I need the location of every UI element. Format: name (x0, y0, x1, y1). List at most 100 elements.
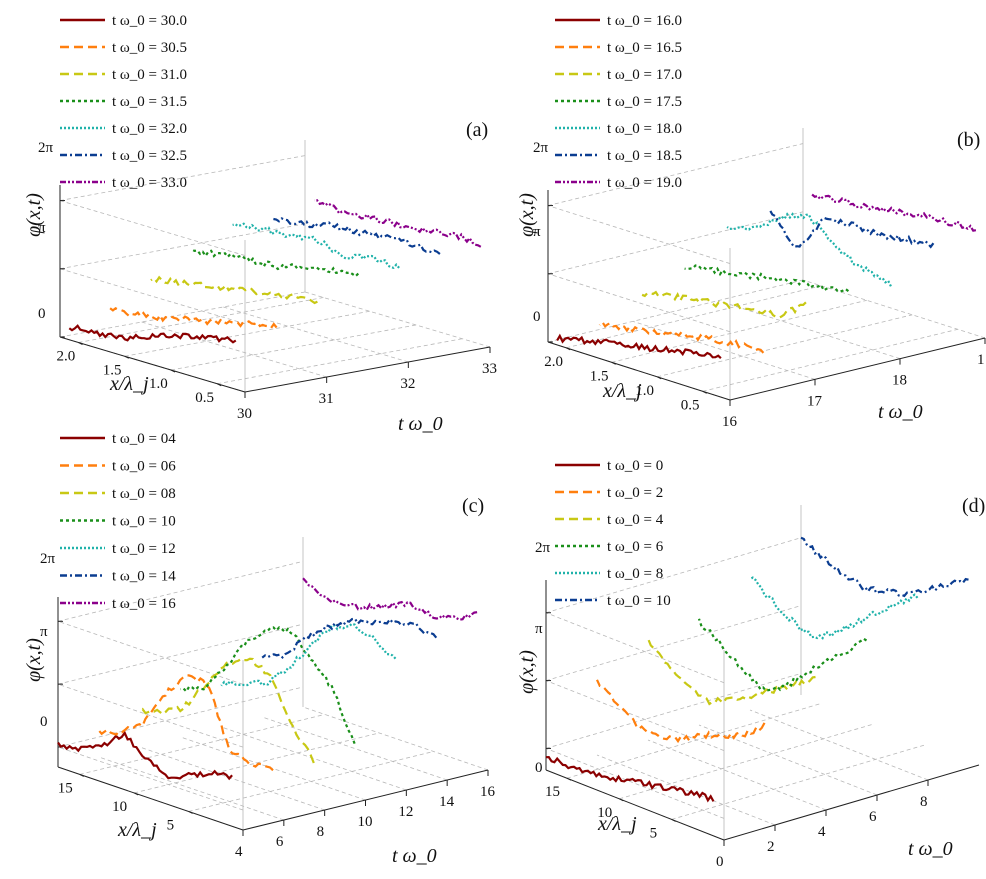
x-tick (188, 811, 193, 814)
legend-entry: t ω_0 = 6 (607, 539, 664, 555)
series-line (811, 193, 977, 232)
x-axis-label: x/λ_j (117, 819, 157, 841)
t-tick-label: 18 (892, 373, 907, 389)
phi-axis-label: φ(x,t) (23, 638, 45, 682)
grid-line-floor-x (671, 744, 927, 820)
series-line (646, 638, 816, 706)
panel-label: (d) (962, 495, 985, 517)
grid-line-floor-x (134, 732, 380, 794)
grid-line-z (57, 746, 244, 811)
x-tick (133, 792, 139, 796)
legend-entry: t ω_0 = 33.0 (112, 175, 187, 191)
grid-line-z (545, 680, 725, 751)
series-line (68, 324, 237, 344)
panel-c: 5 10 15 4 6 8 10 12 14 16 0 π 2π φ(x,t) x/λ_jt ω_0 (c) t… (23, 431, 496, 867)
t-axis-line (244, 346, 491, 393)
legend-entry: t ω_0 = 8 (607, 566, 663, 582)
phi-tick-label: 0 (40, 714, 48, 730)
phi-tick-label: 2π (535, 540, 551, 556)
phi-axis-label: φ(x,t) (516, 193, 538, 237)
t-axis-line (729, 337, 986, 401)
phi-tick-label: 0 (533, 309, 541, 325)
x-tick (124, 355, 129, 359)
x-tick-label: 15 (58, 780, 73, 796)
series-line (800, 536, 969, 598)
legend-entry: t ω_0 = 08 (112, 486, 176, 502)
grid-line-z (547, 205, 731, 264)
grid-line-z (57, 560, 304, 622)
x-axis-line (545, 769, 725, 841)
legend-entry: t ω_0 = 18.0 (607, 121, 682, 137)
series-line (545, 755, 715, 803)
grid-line-floor-t (717, 300, 901, 360)
series-line (697, 618, 868, 692)
series-line (726, 212, 892, 287)
legend-entry: t ω_0 = 16.5 (607, 40, 682, 56)
legend: t ω_0 = 16.0 t ω_0 = 16.5 t ω_0 = 17.0 t ω_… (555, 13, 682, 191)
legend-entry: t ω_0 = 32.5 (112, 148, 187, 164)
legend-entry: t ω_0 = 0 (607, 458, 663, 474)
grid-line-floor-t (596, 754, 776, 826)
t-tick-label: 6 (276, 834, 284, 850)
t-axis-line (723, 764, 980, 841)
grid-line-z (57, 620, 244, 685)
t-tick-label: 16 (480, 784, 496, 800)
legend-entry: t ω_0 = 2 (607, 485, 663, 501)
grid-line-z (545, 673, 802, 749)
phi-tick-label: 0 (38, 306, 46, 322)
t-tick-label: 0 (716, 854, 724, 870)
axes (545, 580, 980, 841)
t-tick-label: 8 (317, 824, 325, 840)
t-axis-label: t ω_0 (908, 838, 953, 860)
t-axis-label: t ω_0 (392, 845, 437, 867)
legend-entry: t ω_0 = 17.5 (607, 94, 682, 110)
t-tick-label: 14 (439, 794, 455, 810)
grid-line-floor-x (611, 299, 867, 363)
grid-line-floor-x (217, 338, 463, 385)
series-line (556, 333, 722, 360)
legend-entry: t ω_0 = 31.0 (112, 67, 187, 83)
t-tick-label: 8 (920, 794, 928, 810)
legend: t ω_0 = 30.0 t ω_0 = 30.5 t ω_0 = 31.0 t ω_… (60, 13, 187, 191)
series-line (139, 657, 315, 764)
phi-tick-label: π (40, 624, 48, 640)
series-line (596, 679, 766, 744)
panel-label: (b) (957, 129, 980, 151)
t-tick-label: 17 (807, 393, 823, 409)
panel-label: (a) (466, 119, 488, 141)
legend-entry: t ω_0 = 12 (112, 541, 176, 557)
series-line (684, 264, 850, 293)
grid-line-floor-x (657, 314, 913, 378)
t-tick-label: 4 (818, 824, 826, 840)
legend: t ω_0 = 04 t ω_0 = 06 t ω_0 = 08 t ω_0 = 10… (60, 431, 176, 612)
grid-line-z (545, 605, 802, 681)
x-tick (217, 383, 222, 387)
t-tick-label: 1 (977, 352, 985, 368)
x-tick (656, 376, 662, 380)
grid-line-floor-x (170, 324, 417, 371)
grid-line-z (547, 279, 804, 343)
grid-line-floor-t (262, 716, 448, 781)
x-axis-label: x/λ_j (597, 813, 637, 835)
series-line (191, 248, 360, 278)
legend-entry: t ω_0 = 32.0 (112, 121, 187, 137)
grid-line-z (59, 200, 246, 256)
grid-line-floor-t (749, 709, 929, 781)
x-tick-label: 0.5 (681, 397, 700, 413)
x-tick (619, 798, 624, 802)
x-tick (565, 347, 571, 351)
x-tick (671, 818, 676, 822)
x-tick-label: 1.5 (103, 362, 122, 378)
x-tick-label: 15 (545, 784, 560, 800)
x-tick-label: 10 (597, 805, 612, 821)
axes (59, 185, 491, 393)
phi-tick-label: 2π (38, 140, 54, 156)
series-line (57, 730, 233, 781)
series-line (232, 222, 400, 270)
x-tick-label: 1.0 (635, 383, 654, 399)
x-tick (170, 369, 176, 373)
phi-tick-label: 2π (533, 140, 549, 156)
panel-label: (c) (462, 495, 484, 517)
grid-line-floor-x (566, 702, 823, 779)
phi-tick-label: π (535, 621, 543, 637)
